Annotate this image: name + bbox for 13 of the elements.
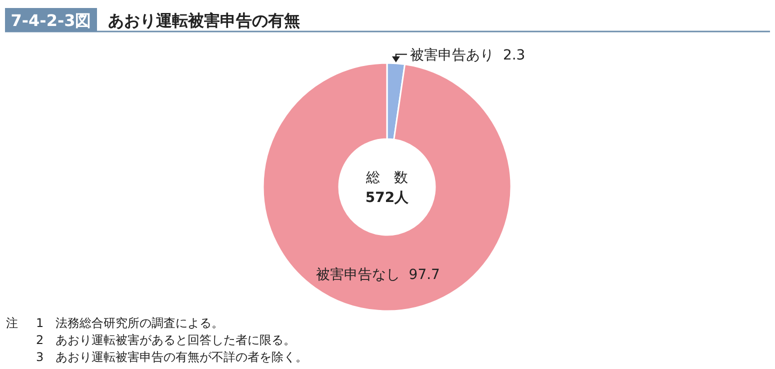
data-label: 2.3: [502, 47, 526, 64]
data-label: 97.7: [408, 266, 440, 283]
slice-label: 被害申告なし: [316, 266, 400, 283]
text: 1 法務総合研究所の調査による。: [36, 316, 224, 330]
donut-slice: [262, 62, 512, 312]
text: 総 数: [365, 170, 408, 186]
text: 7-4-2-3図: [10, 11, 92, 30]
text: 注: [6, 316, 18, 330]
text: 572人: [365, 190, 410, 206]
text: 3 あおり運転被害申告の有無が不詳の者を除く。: [36, 350, 308, 364]
text: 2 あおり運転被害があると回答した者に限る。: [36, 333, 296, 347]
chart-title: あおり運転被害申告の有無: [108, 11, 300, 30]
slice-label: 被害申告あり: [410, 47, 494, 64]
